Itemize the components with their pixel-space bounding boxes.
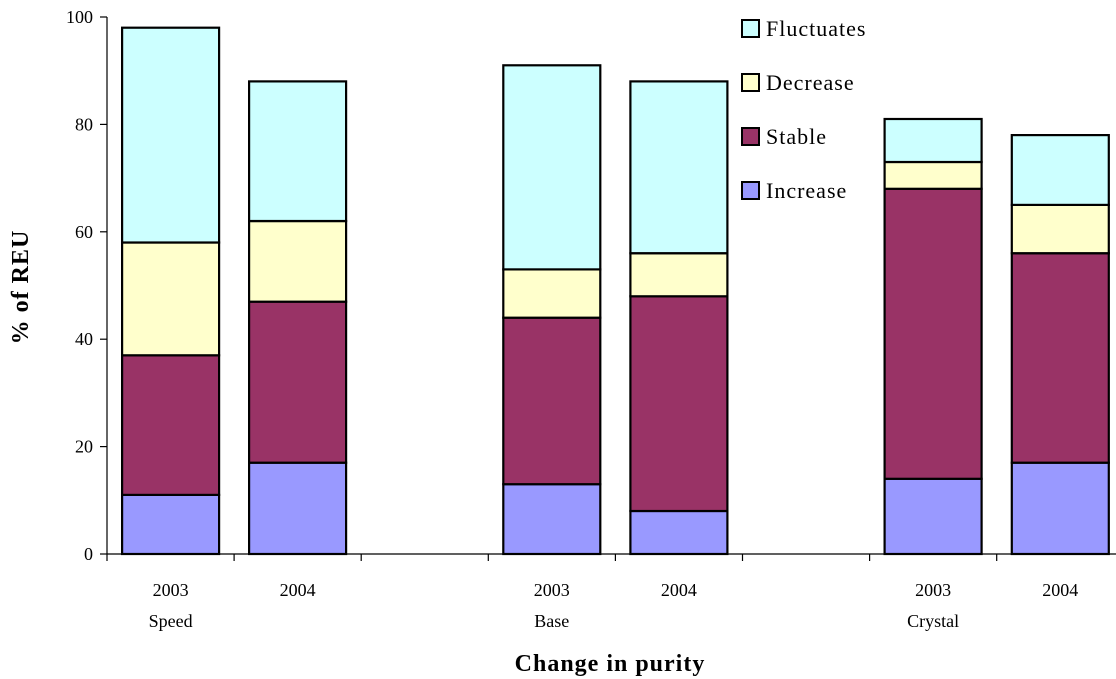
x-tick-label: 2004 xyxy=(661,580,697,600)
bar-segment-increase xyxy=(248,461,348,556)
bar-segment-increase xyxy=(629,509,729,556)
bar-segment-stable xyxy=(1010,252,1110,464)
bar-segment-fluctuates xyxy=(502,64,602,271)
legend-label-fluctuates: Fluctuates xyxy=(766,16,866,41)
bar-segment-increase xyxy=(120,493,221,556)
legend-swatch-increase xyxy=(741,181,760,200)
x-tick-label: 2003 xyxy=(153,580,189,600)
bar-segment-decrease xyxy=(502,268,602,319)
x-group-label: Base xyxy=(534,611,569,631)
bar-segment-fluctuates xyxy=(120,26,221,244)
bar-segment-fluctuates xyxy=(883,117,983,164)
legend-label-increase: Increase xyxy=(766,178,847,203)
bar-segment-decrease xyxy=(1010,203,1110,255)
bar-segment-increase xyxy=(1010,461,1110,556)
x-tick-label: 2004 xyxy=(280,580,316,600)
y-tick-label: 80 xyxy=(75,114,93,134)
y-tick-label: 100 xyxy=(66,7,93,27)
plot-area: 0 20 40 60 80 100 2003 2004 2003 2004 2003 2004 Spee… xyxy=(66,7,1116,631)
bar-segment-decrease xyxy=(248,220,348,303)
legend-swatch-fluctuates xyxy=(741,19,760,38)
y-axis-title: % of REU xyxy=(8,230,34,345)
x-tick-label: 2003 xyxy=(915,580,951,600)
bar-segment-stable xyxy=(120,354,221,496)
bar-segment-fluctuates xyxy=(248,80,348,223)
legend-label-decrease: Decrease xyxy=(766,70,855,95)
bar-segment-increase xyxy=(883,477,983,556)
y-tick-label: 60 xyxy=(75,222,93,242)
y-tick-label: 20 xyxy=(75,437,93,457)
bar-segment-stable xyxy=(502,316,602,486)
bar-segment-stable xyxy=(629,295,729,513)
x-tick-label: 2003 xyxy=(534,580,570,600)
x-group-label: Crystal xyxy=(907,611,959,631)
bar-segment-fluctuates xyxy=(629,80,729,255)
legend-swatch-decrease xyxy=(741,73,760,92)
bar-segment-decrease xyxy=(883,160,983,190)
bar-segment-decrease xyxy=(629,252,729,298)
x-group-label: Speed xyxy=(149,611,193,631)
y-tick-label: 0 xyxy=(84,544,93,564)
bar-segment-decrease xyxy=(120,241,221,357)
x-tick-label: 2004 xyxy=(1042,580,1078,600)
bar-segment-fluctuates xyxy=(1010,134,1110,207)
bar-segment-stable xyxy=(883,187,983,480)
bar-segment-increase xyxy=(502,483,602,556)
bar-segment-stable xyxy=(248,300,348,464)
legend-label-stable: Stable xyxy=(766,124,827,149)
y-tick-label: 40 xyxy=(75,329,93,349)
legend-swatch-stable xyxy=(741,127,760,146)
x-axis-title: Change in purity xyxy=(515,651,706,677)
